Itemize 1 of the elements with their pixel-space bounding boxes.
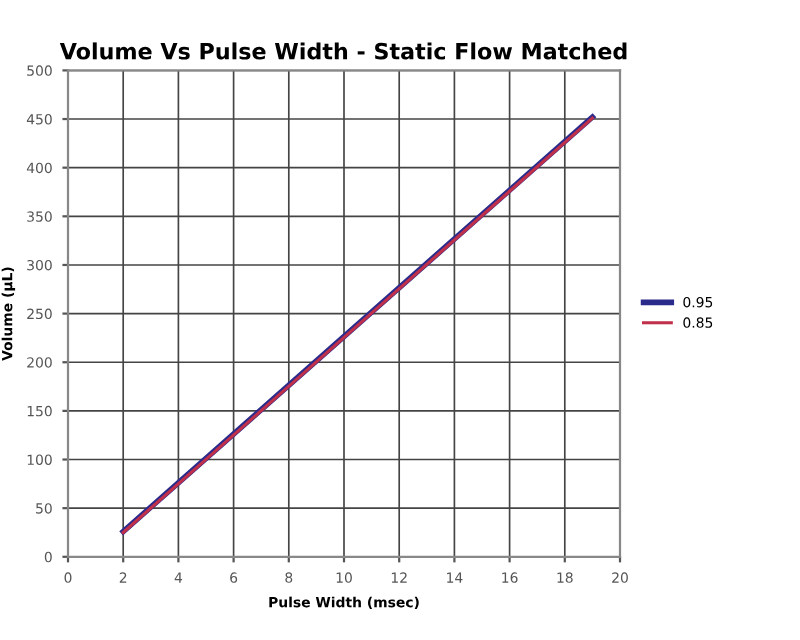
chart-title: Volume Vs Pulse Width - Static Flow Matched [59,42,627,60]
